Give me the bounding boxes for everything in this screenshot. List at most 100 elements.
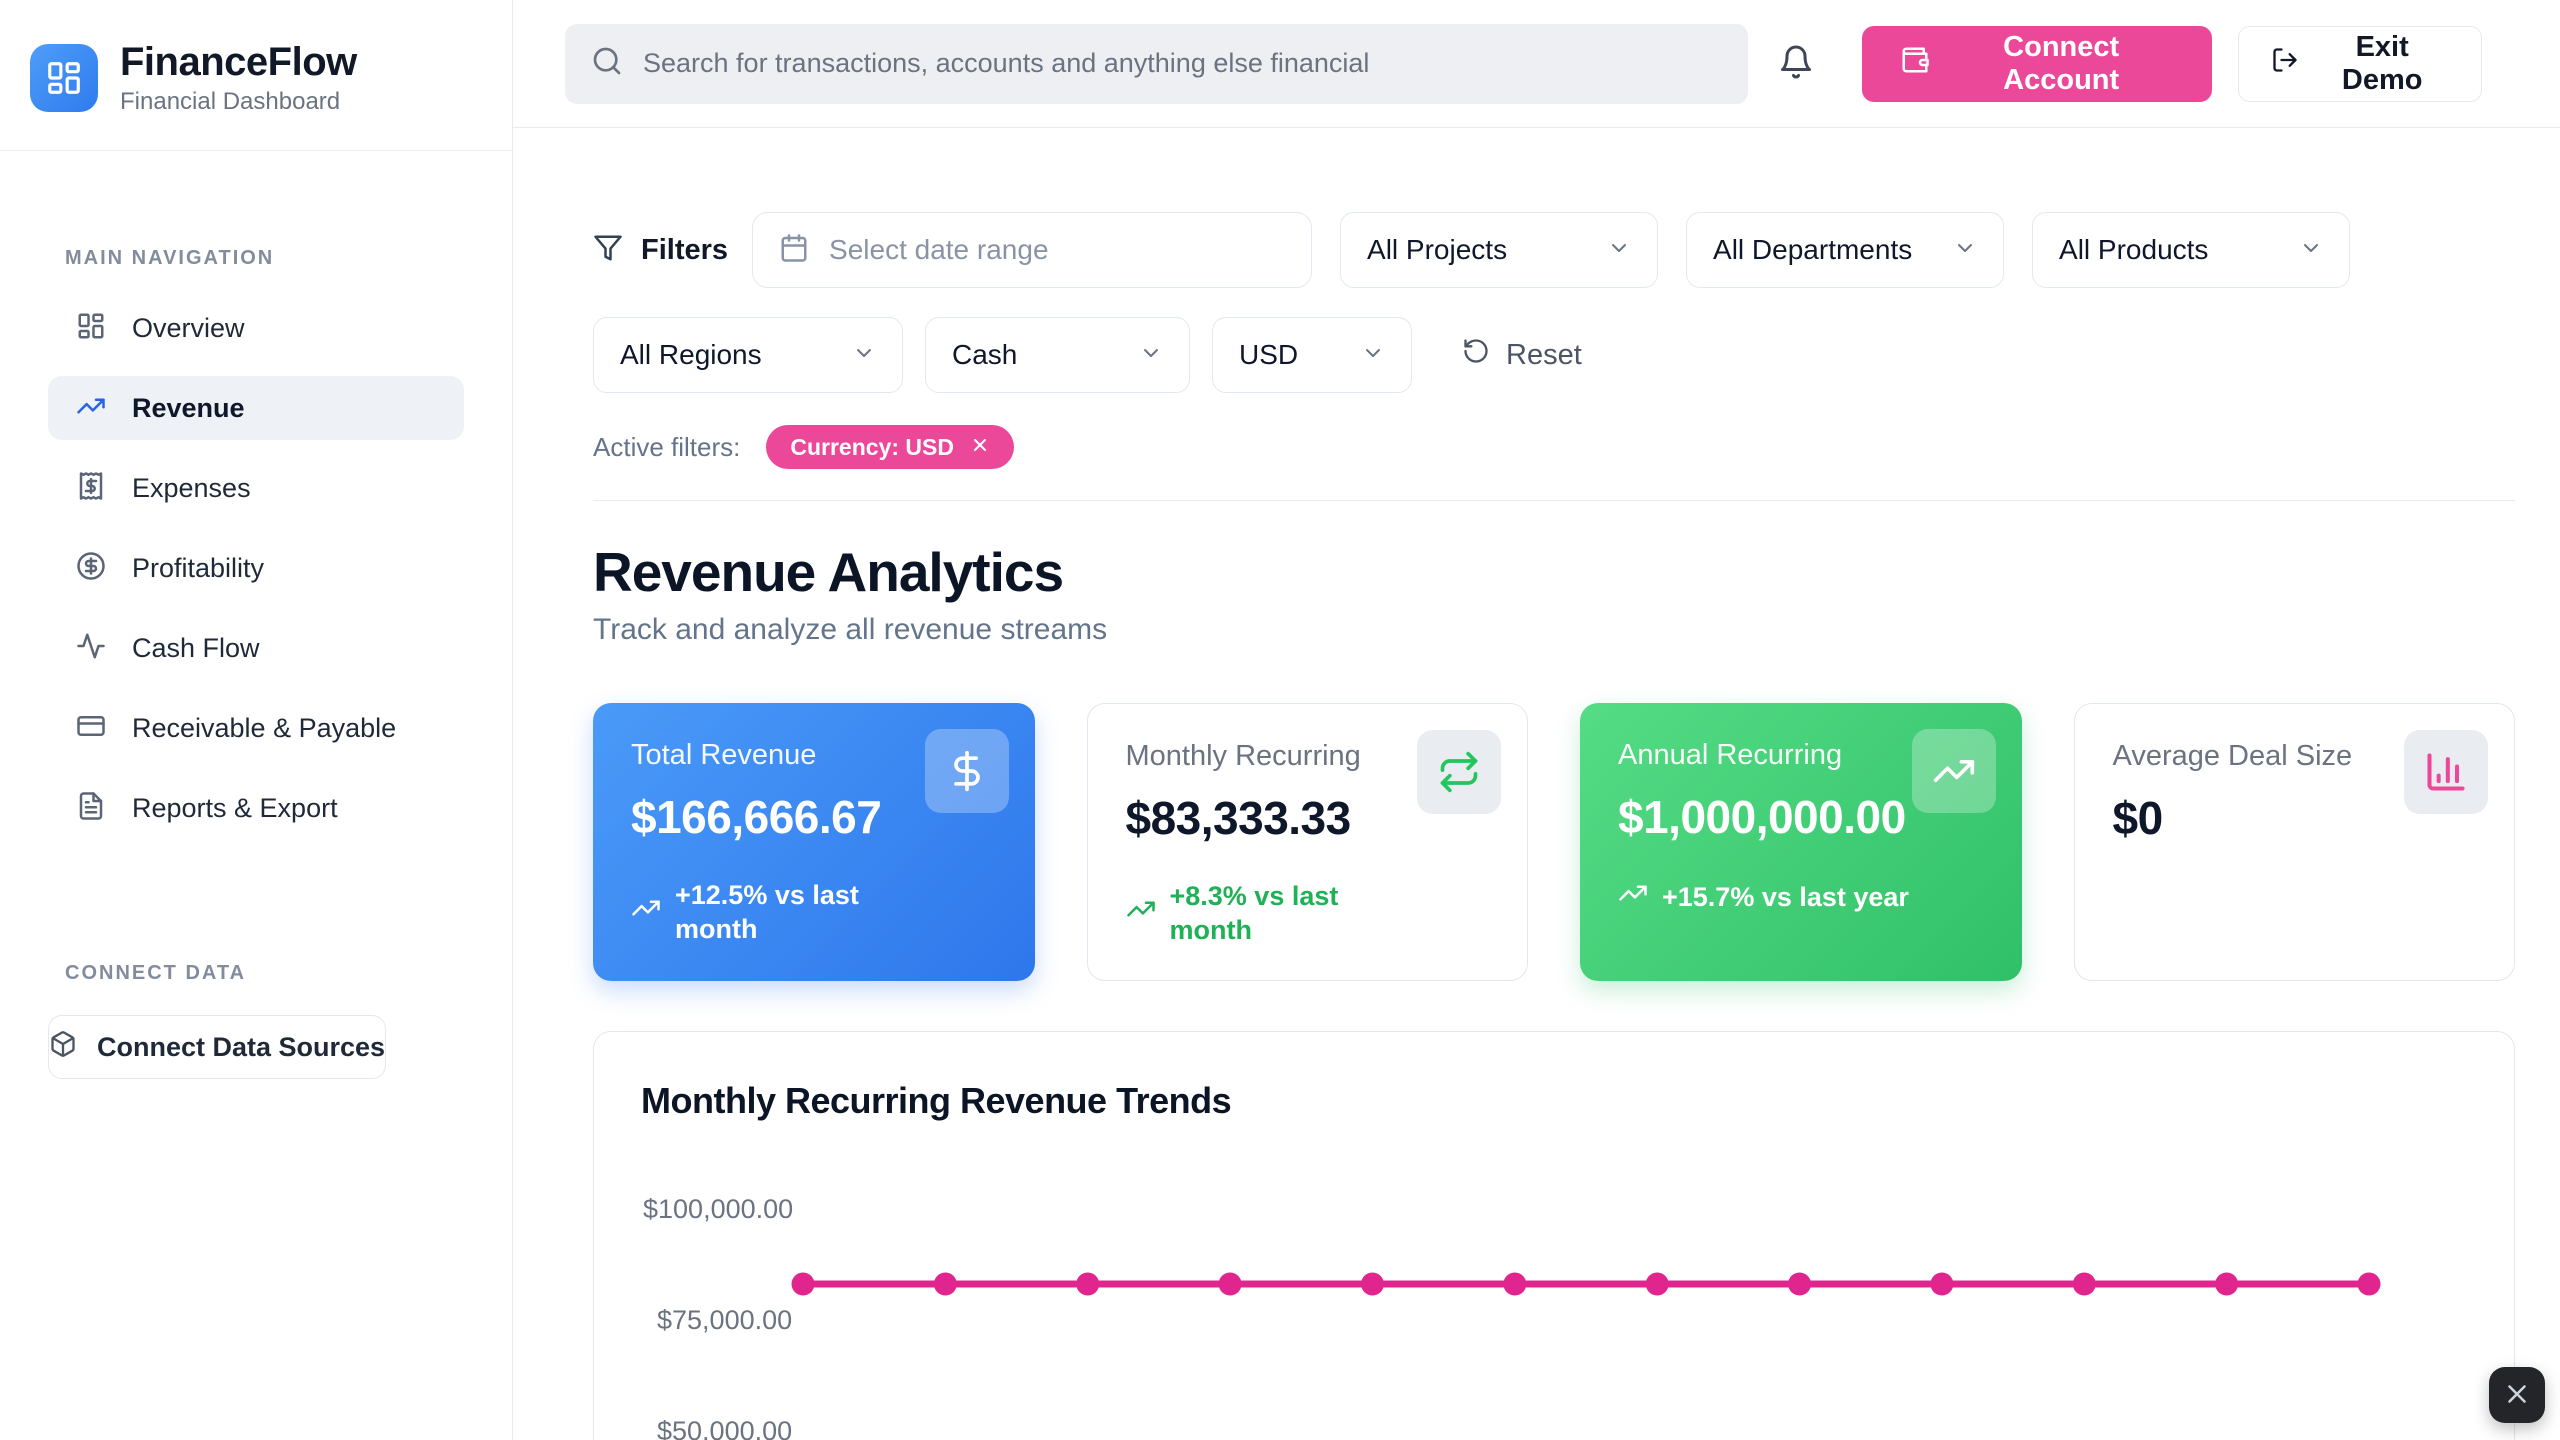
stat-value: $1,000,000.00 [1618, 791, 1906, 843]
trending-up-icon [1126, 894, 1156, 932]
trending-up-icon [1618, 878, 1648, 916]
main-navigation: Overview Revenue Expenses Profitability … [0, 296, 512, 840]
currency-filter-value: USD [1239, 339, 1299, 370]
stat-label: Annual Recurring [1618, 739, 1843, 771]
chevron-down-icon [852, 341, 876, 370]
sidebar-item-reports-export[interactable]: Reports & Export [48, 776, 464, 840]
package-icon [49, 1030, 77, 1065]
sidebar: FinanceFlow Financial Dashboard MAIN NAV… [0, 0, 513, 1440]
activity-icon [76, 631, 106, 666]
currency-chip-label: Currency: USD [790, 433, 954, 460]
date-range-input[interactable] [829, 234, 1286, 266]
log-out-icon [2271, 46, 2299, 82]
trending-up-icon [76, 391, 106, 426]
floating-close-button[interactable] [2489, 1367, 2545, 1423]
sidebar-item-cash-flow[interactable]: Cash Flow [48, 616, 464, 680]
main-content: Filters All Projects All Departments All… [513, 128, 2560, 1440]
sidebar-item-label: Reports & Export [132, 792, 338, 823]
stat-value: $83,333.33 [1125, 792, 1352, 844]
sidebar-item-revenue[interactable]: Revenue [48, 376, 464, 440]
filters-label: Filters [641, 233, 729, 266]
stat-label: Monthly Recurring [1125, 740, 1361, 772]
y-axis-tick: $50,000.00 [657, 1416, 793, 1440]
stat-change: +12.5% vs last month [631, 878, 997, 946]
departments-filter-value: All Departments [1713, 234, 1913, 265]
app-title: FinanceFlow [120, 40, 357, 84]
nav-section-label: MAIN NAVIGATION [65, 247, 275, 269]
chevron-down-icon [1361, 341, 1385, 370]
stat-value: $166,666.67 [631, 791, 882, 843]
regions-filter[interactable]: All Regions [593, 317, 903, 393]
chevron-down-icon [1139, 341, 1163, 370]
section-divider [593, 500, 2515, 501]
y-axis-tick: $100,000.00 [643, 1194, 794, 1224]
app-logo-icon [30, 44, 98, 112]
search-input[interactable] [643, 48, 1722, 79]
connect-data-section-label: CONNECT DATA [65, 962, 247, 984]
calendar-icon [779, 233, 809, 268]
connect-account-button[interactable]: Connect Account [1862, 25, 2213, 102]
stat-change: +8.3% vs last month [1126, 879, 1490, 947]
departments-filter[interactable]: All Departments [1686, 212, 2005, 288]
page-subtitle: Track and analyze all revenue streams [593, 613, 1108, 646]
repeat-icon [1417, 730, 1501, 814]
connect-account-label: Connect Account [2003, 30, 2120, 96]
accounting-basis-value: Cash [952, 339, 1018, 370]
exit-demo-button[interactable]: Exit Demo [2238, 25, 2482, 102]
regions-filter-value: All Regions [620, 339, 762, 370]
dollar-icon [924, 729, 1009, 813]
chart-title: Monthly Recurring Revenue Trends [641, 1080, 1232, 1121]
layout-dashboard-icon [76, 311, 106, 346]
filter-funnel-icon [593, 233, 623, 268]
filters-heading: Filters [593, 233, 728, 268]
products-filter[interactable]: All Products [2032, 212, 2351, 288]
global-search[interactable] [565, 23, 1748, 104]
sidebar-item-expenses[interactable]: Expenses [48, 456, 464, 520]
projects-filter[interactable]: All Projects [1340, 212, 1659, 288]
receipt-icon [76, 471, 106, 506]
stat-change-text: +15.7% vs last year [1662, 882, 1909, 912]
filters-row-2: All Regions Cash USD Reset [593, 317, 2515, 393]
accounting-basis-filter[interactable]: Cash [925, 317, 1190, 393]
circle-dollar-icon [76, 551, 106, 586]
search-icon [591, 45, 623, 82]
sidebar-item-label: Profitability [132, 552, 265, 583]
close-icon [2502, 1379, 2532, 1412]
connect-data-sources-label: Connect Data Sources [97, 1031, 386, 1062]
mrr-line-chart [791, 1272, 2381, 1296]
sidebar-item-label: Cash Flow [132, 632, 260, 663]
sidebar-item-profitability[interactable]: Profitability [48, 536, 464, 600]
date-range-picker[interactable] [752, 212, 1313, 288]
stat-label: Average Deal Size [2112, 740, 2353, 772]
credit-card-icon [76, 711, 106, 746]
chevron-down-icon [1953, 236, 1977, 265]
exit-demo-label: Exit Demo [2341, 30, 2423, 96]
currency-filter[interactable]: USD [1212, 317, 1412, 393]
trending-up-icon [631, 893, 661, 931]
products-filter-value: All Products [2059, 234, 2209, 265]
stat-change-text: +8.3% vs last month [1169, 881, 1339, 945]
chip-close-icon[interactable] [970, 434, 990, 461]
active-filters-label: Active filters: [593, 431, 741, 462]
sidebar-item-overview[interactable]: Overview [48, 296, 464, 360]
mrr-trends-card: Monthly Recurring Revenue Trends $100,00… [593, 1031, 2515, 1440]
connect-data-sources-button[interactable]: Connect Data Sources [48, 1015, 387, 1079]
y-axis-tick: $75,000.00 [657, 1305, 793, 1335]
reset-label: Reset [1506, 338, 1582, 371]
sidebar-item-label: Overview [132, 312, 245, 343]
sidebar-item-label: Expenses [132, 472, 251, 503]
stat-card-monthly-recurring: Monthly Recurring $83,333.33 +8.3% vs la… [1086, 703, 1528, 981]
reset-filters-button[interactable]: Reset [1462, 337, 1582, 373]
stat-card-annual-recurring: Annual Recurring $1,000,000.00 +15.7% vs… [1580, 703, 2022, 981]
chevron-down-icon [2299, 236, 2323, 265]
notifications-button[interactable] [1778, 44, 1814, 83]
app-title-block: FinanceFlow Financial Dashboard [120, 40, 357, 116]
stats-grid: Total Revenue $166,666.67 +12.5% vs last… [593, 703, 2515, 981]
stat-label: Total Revenue [631, 739, 817, 771]
sidebar-item-receivable-payable[interactable]: Receivable & Payable [48, 696, 464, 760]
currency-filter-chip[interactable]: Currency: USD [766, 425, 1014, 469]
active-filters-row: Active filters: Currency: USD [593, 425, 2515, 469]
chevron-down-icon [1607, 236, 1631, 265]
stat-value: $0 [2112, 792, 2164, 844]
